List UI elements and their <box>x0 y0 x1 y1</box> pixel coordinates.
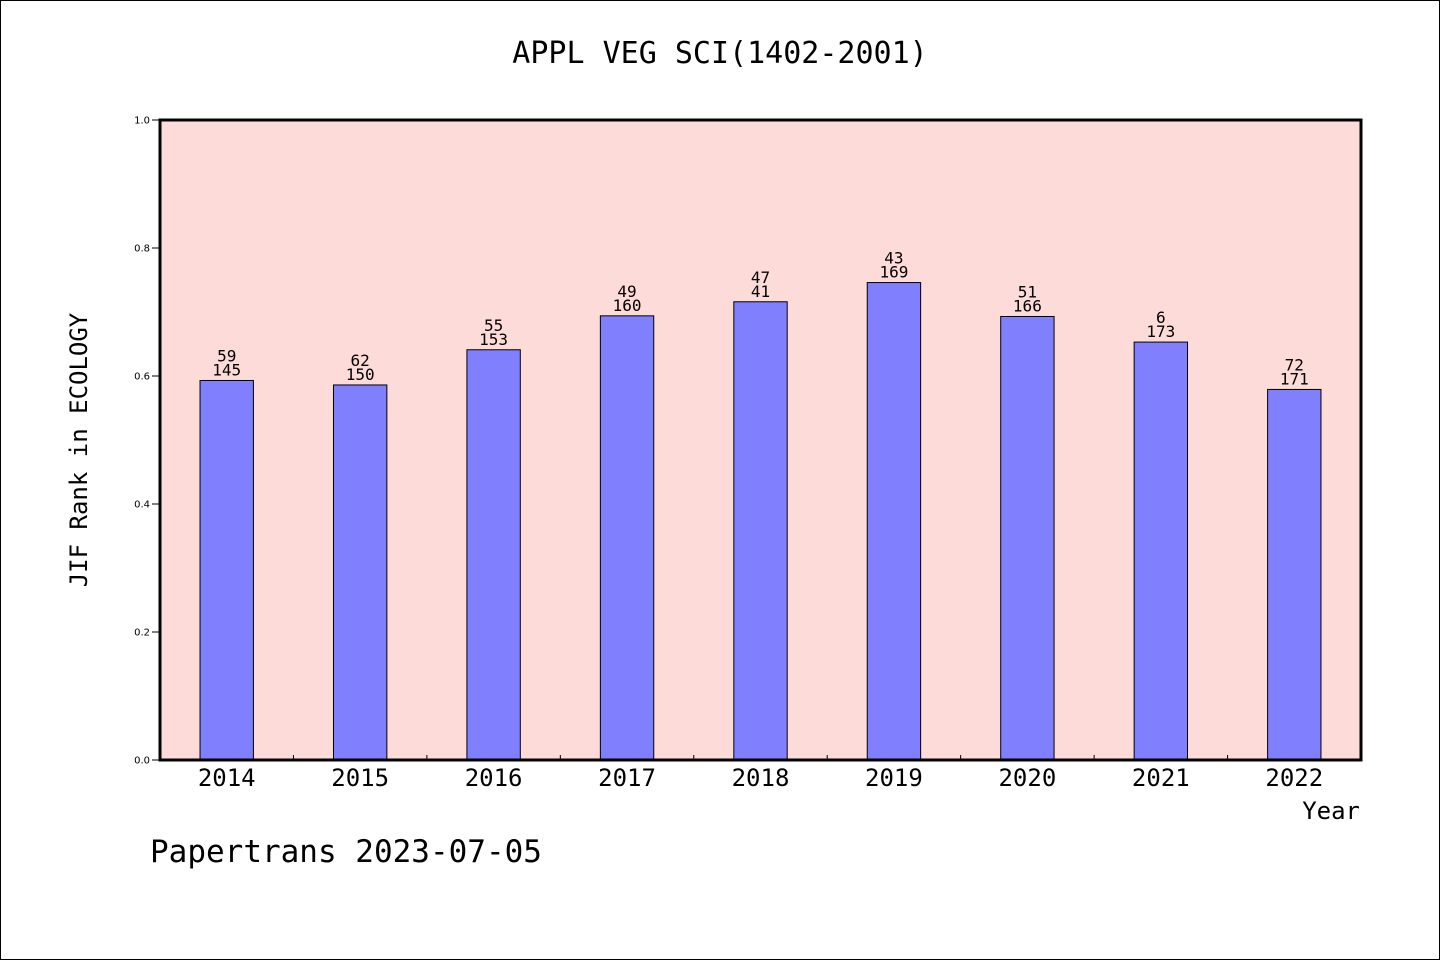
bar <box>466 349 521 761</box>
bar <box>733 301 788 761</box>
bar-label-total: 169 <box>879 263 908 282</box>
bar-label-rank: 62 <box>351 351 370 370</box>
bar-label-total: 150 <box>346 365 375 384</box>
x-tick-label: 2018 <box>732 764 790 792</box>
bar-label-rank: 47 <box>751 268 770 287</box>
y-tick-label: 0.6 <box>134 372 150 383</box>
y-tick-label: 0.2 <box>134 628 150 639</box>
bar-label-total: 153 <box>479 330 508 349</box>
bar-label-rank: 59 <box>217 346 236 365</box>
bar-label-rank: 55 <box>484 316 503 335</box>
bar-label-total: 166 <box>1013 296 1042 315</box>
bar-label-rank: 43 <box>884 249 903 268</box>
y-tick-label: 0.0 <box>134 756 150 767</box>
bar-label-total: 41 <box>751 282 770 301</box>
bar-label-total: 160 <box>613 296 642 315</box>
plot-border <box>158 118 1363 762</box>
bar <box>1267 388 1322 761</box>
bar <box>599 315 655 761</box>
x-tick-label: 2017 <box>598 764 656 792</box>
bar-label-rank: 72 <box>1285 355 1304 374</box>
y-tick-label: 0.8 <box>134 244 150 255</box>
y-tick-label: 1.0 <box>134 116 150 127</box>
x-tick-label: 2014 <box>198 764 256 792</box>
y-tick-label: 0.4 <box>134 500 150 511</box>
bar <box>1000 315 1055 761</box>
x-tick-label: 2015 <box>331 764 389 792</box>
footer-text: Papertrans 2023-07-05 <box>150 834 542 870</box>
bar <box>1133 341 1189 761</box>
bar-label-rank: 51 <box>1018 282 1037 301</box>
bar <box>332 384 388 761</box>
y-axis-label: JIF Rank in ECOLOGY <box>65 312 93 588</box>
bar-label-rank: 6 <box>1156 308 1166 327</box>
x-tick-label: 2020 <box>998 764 1056 792</box>
bar-label-total: 145 <box>212 360 241 379</box>
x-tick-label: 2016 <box>465 764 523 792</box>
x-axis-label: Year <box>1302 797 1360 825</box>
bar <box>866 282 922 761</box>
x-tick-label: 2019 <box>865 764 923 792</box>
x-tick-label: 2022 <box>1265 764 1323 792</box>
x-tick-label: 2021 <box>1132 764 1190 792</box>
bar <box>199 379 254 761</box>
bar-label-rank: 49 <box>617 282 636 301</box>
chart-title: APPL VEG SCI(1402-2001) <box>512 36 928 71</box>
bar-label-total: 173 <box>1146 322 1175 341</box>
bar-label-total: 171 <box>1280 369 1309 388</box>
